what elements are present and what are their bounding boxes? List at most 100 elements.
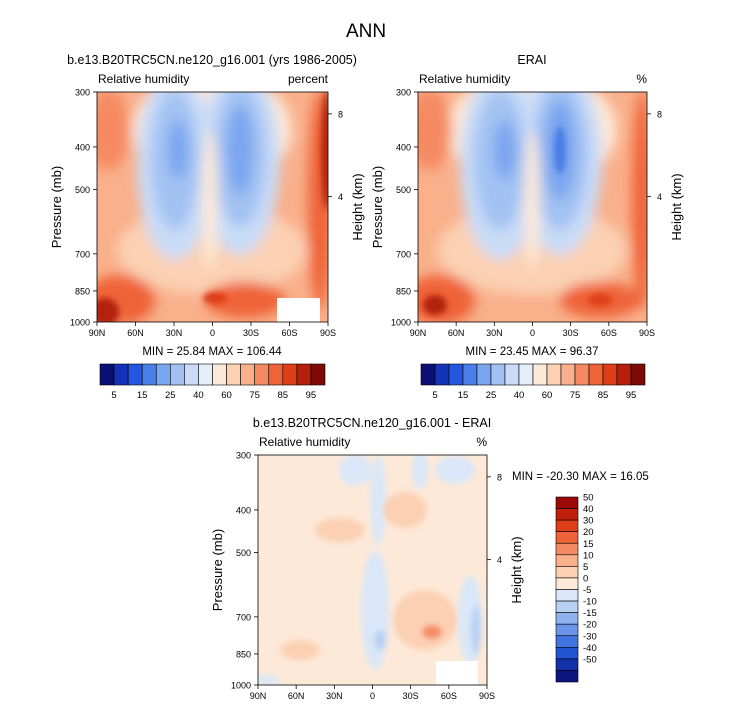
colorbar-swatch: [170, 363, 185, 386]
panel-diff-title: b.e13.B20TRC5CN.ne120_g16.001 - ERAI: [253, 416, 491, 430]
diff-colorbar-swatch: [555, 496, 579, 509]
pressure-axis-label: Pressure (mb): [210, 529, 225, 611]
diff-colorbar-swatch: [555, 623, 579, 637]
pressure-tick-label: 850: [236, 649, 251, 659]
pressure-tick-label: 500: [396, 185, 411, 195]
lat-tick-label: 0: [370, 691, 375, 701]
pressure-tick-label: 1000: [391, 318, 411, 328]
panel-obs-left-label: Relative humidity: [419, 72, 510, 86]
colorbar-swatch: [310, 363, 326, 386]
colorbar-swatch: [434, 363, 450, 386]
lat-tick-label: 60S: [601, 328, 617, 338]
height-axis-label: Height (km): [350, 173, 365, 240]
pressure-tick-label: 700: [75, 249, 90, 259]
lat-tick-label: 30N: [166, 328, 183, 338]
lat-tick-label: 90N: [410, 328, 427, 338]
lat-tick-label: 90S: [639, 328, 655, 338]
panel-diff-left-label: Relative humidity: [259, 435, 350, 449]
colorbar-swatch: [155, 363, 171, 386]
colorbar-label: 40: [193, 390, 204, 401]
panel-obs-right-label: %: [636, 72, 647, 86]
colorbar-swatch: [113, 363, 129, 386]
colorbar-label: 25: [165, 390, 176, 401]
height-tick-label: 4: [657, 192, 662, 202]
panel-diff-field: [258, 455, 487, 685]
colorbar-label: 85: [278, 390, 289, 401]
diff-colorbar-label: 10: [583, 550, 594, 561]
diff-colorbar-label: -5: [583, 585, 591, 596]
lat-tick-label: 30S: [243, 328, 259, 338]
colorbar-label: 75: [570, 390, 581, 401]
colorbar-label: 15: [137, 390, 148, 401]
pressure-tick-label: 400: [396, 142, 411, 152]
colorbar-swatch: [226, 363, 241, 386]
colorbar-swatch: [630, 363, 646, 386]
lat-tick-label: 30N: [486, 328, 503, 338]
height-tick-label: 4: [497, 555, 502, 565]
lat-tick-label: 90S: [479, 691, 495, 701]
diff-colorbar-swatch: [555, 600, 579, 613]
height-tick-label: 8: [657, 109, 662, 119]
colorbar-swatch: [490, 363, 506, 386]
colorbar-swatch: [448, 363, 464, 386]
height-tick-label: 4: [338, 192, 343, 202]
diff-colorbar-label: 0: [583, 573, 588, 584]
diff-colorbar-label: 40: [583, 504, 594, 515]
colorbar-label: 85: [598, 390, 609, 401]
colorbar-swatch: [184, 363, 199, 386]
colorbar-swatch: [518, 363, 534, 386]
colorbar-swatch: [462, 363, 478, 386]
colorbar-label: 40: [514, 390, 525, 401]
colorbar-swatch: [602, 363, 618, 386]
panel-model: b.e13.B20TRC5CN.ne120_g16.001 (yrs 1986-…: [49, 53, 365, 358]
diff-colorbar-label: 30: [583, 516, 594, 527]
diff-colorbar-label: 20: [583, 527, 594, 538]
panel-model-field: [97, 92, 328, 322]
colorbar-swatch: [574, 363, 590, 386]
diff-colorbar-swatch: [555, 542, 579, 556]
colorbar-swatch: [212, 363, 227, 386]
pressure-tick-label: 300: [75, 88, 90, 98]
diff-colorbar-swatch: [555, 670, 579, 683]
lat-tick-label: 60S: [441, 691, 457, 701]
pressure-axis-label: Pressure (mb): [370, 166, 385, 248]
lat-tick-label: 90S: [320, 328, 336, 338]
diff-colorbar-label: 15: [583, 539, 594, 550]
panel-model-title: b.e13.B20TRC5CN.ne120_g16.001 (yrs 1986-…: [67, 53, 357, 67]
panel-model-right-label: percent: [288, 72, 329, 86]
colorbar-swatch: [420, 363, 436, 386]
lat-tick-label: 30S: [403, 691, 419, 701]
pressure-tick-label: 1000: [231, 681, 251, 691]
lat-tick-label: 60S: [281, 328, 297, 338]
pressure-tick-label: 400: [236, 505, 251, 515]
lat-tick-label: 60N: [448, 328, 465, 338]
panel-obs: ERAI Relative humidity %: [370, 53, 684, 358]
pressure-tick-label: 700: [396, 249, 411, 259]
colorbar-label: 95: [306, 390, 317, 401]
panel-model-left-label: Relative humidity: [98, 72, 189, 86]
diff-colorbar-label: 5: [583, 562, 588, 573]
lat-tick-label: 90N: [89, 328, 106, 338]
colorbar-swatch: [616, 363, 632, 386]
colorbar-label: 95: [626, 390, 637, 401]
colorbar-swatch: [141, 363, 157, 386]
diff-colorbar-label: -40: [583, 643, 597, 654]
lat-tick-label: 0: [210, 328, 215, 338]
colorbar-label: 60: [542, 390, 553, 401]
diff-colorbar-label: -15: [583, 608, 597, 619]
panel-obs-stats: MIN = 23.45 MAX = 96.37: [466, 346, 599, 358]
diff-colorbar-swatch: [555, 519, 579, 532]
pressure-tick-label: 400: [75, 142, 90, 152]
pressure-tick-label: 500: [75, 185, 90, 195]
colorbar-swatch: [476, 363, 492, 386]
diff-colorbar-swatch: [555, 554, 579, 567]
diff-colorbar-swatch: [555, 566, 579, 579]
pressure-axis-label: Pressure (mb): [49, 166, 64, 248]
lat-tick-label: 90N: [250, 691, 267, 701]
pressure-tick-label: 850: [396, 286, 411, 296]
colorbar-swatch: [240, 363, 255, 386]
diff-colorbar-label: -10: [583, 597, 597, 608]
